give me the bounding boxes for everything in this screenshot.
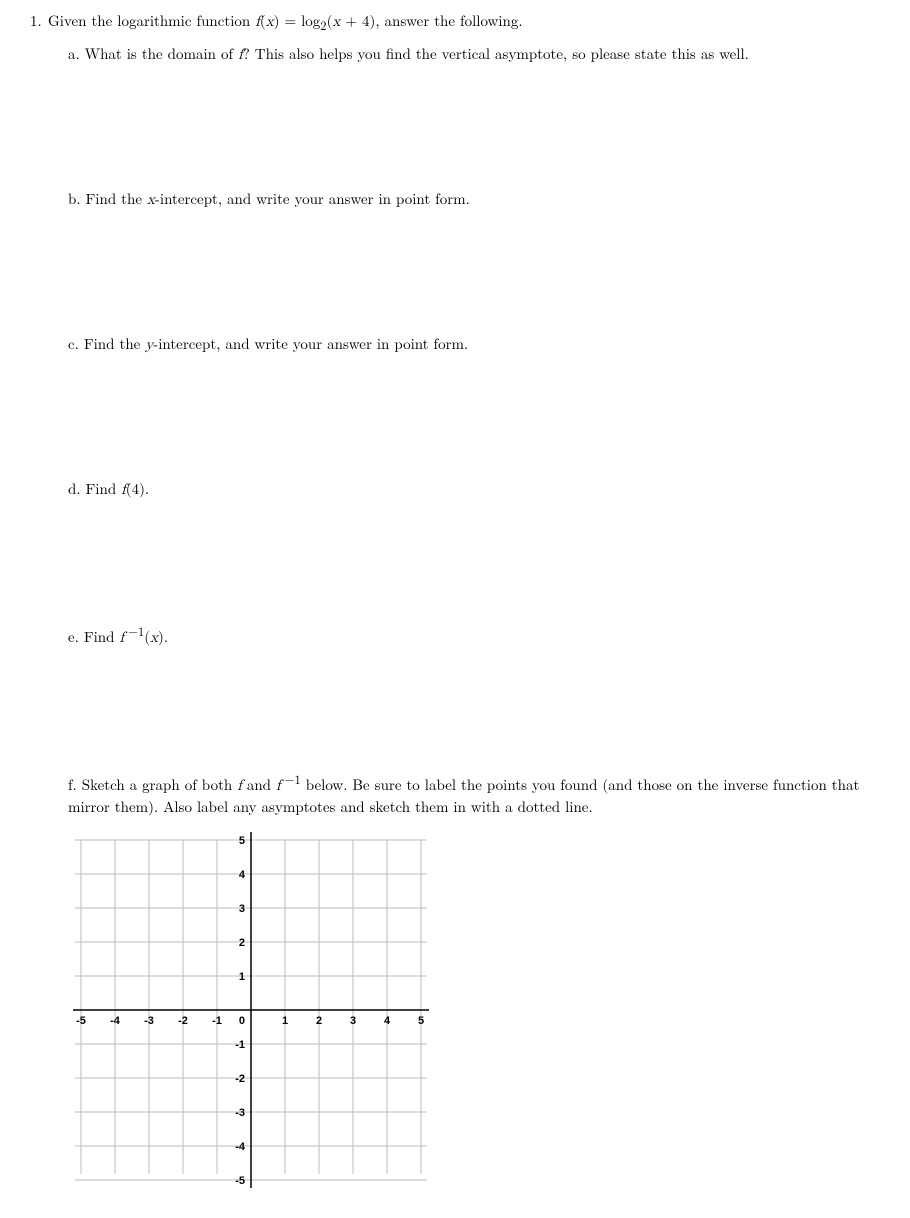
part-e-text: Find	[84, 626, 120, 647]
svg-text:2: 2	[239, 937, 245, 949]
spacer-c	[48, 355, 880, 470]
svg-text:-3: -3	[235, 1107, 245, 1119]
svg-text:1: 1	[239, 971, 245, 983]
part-c-text2: -intercept, and write your answer in poi…	[153, 333, 468, 354]
part-c-text: Find the	[84, 333, 145, 354]
part-a-label: a.	[68, 43, 80, 64]
function-def-eq: ) = log	[274, 10, 321, 31]
problem-intro: Given the logarithmic function	[48, 10, 255, 31]
svg-text:-2: -2	[235, 1073, 245, 1085]
part-c-label: c.	[68, 333, 79, 354]
spacer-d	[48, 500, 880, 615]
function-def-x: x	[266, 14, 274, 29]
spacer-e	[48, 648, 880, 763]
part-e-math-inv: −1	[124, 622, 144, 640]
part-b-math: x	[147, 192, 155, 207]
coordinate-grid: -5 -4 -3 -2 -1 0 1 2 3 4 5 -5 -4 -3 -2 -1 1 2 3 4 5	[73, 832, 429, 1188]
svg-text:3: 3	[350, 1015, 356, 1027]
part-d-math-arg: (4)	[126, 478, 145, 499]
part-f-text: Sketch a graph of both	[82, 774, 237, 795]
part-b-text2: -intercept, and write your answer in poi…	[155, 188, 470, 209]
svg-text:2: 2	[316, 1015, 322, 1027]
part-e-text2: .	[164, 626, 168, 647]
part-e: e. Find f −1(x).	[68, 623, 880, 648]
svg-text:-5: -5	[76, 1015, 86, 1027]
part-d-text: Find	[86, 478, 122, 499]
svg-text:0: 0	[239, 1015, 245, 1027]
part-f: f. Sketch a graph of both f and f −1 bel…	[68, 771, 880, 817]
svg-text:3: 3	[239, 903, 245, 915]
part-b-text: Find the	[86, 188, 147, 209]
svg-text:4: 4	[384, 1015, 391, 1027]
part-b: b. Find the x-intercept, and write your …	[68, 188, 880, 210]
svg-text:-2: -2	[178, 1015, 188, 1027]
part-e-label: e.	[68, 626, 79, 647]
part-d: d. Find f(4).	[68, 478, 880, 500]
graph-container: -5 -4 -3 -2 -1 0 1 2 3 4 5 -5 -4 -3 -2 -1 1 2 3 4 5	[73, 832, 880, 1188]
part-b-label: b.	[68, 188, 81, 209]
svg-text:-1: -1	[235, 1039, 245, 1051]
svg-text:-4: -4	[110, 1015, 121, 1027]
spacer-a	[48, 65, 880, 180]
problem-number: 1.	[30, 10, 42, 31]
part-a: a. What is the domain of f? This also he…	[68, 43, 880, 65]
svg-text:-4: -4	[235, 1141, 246, 1153]
problem-intro-end: , answer the following.	[375, 10, 522, 31]
svg-text:-3: -3	[144, 1015, 154, 1027]
svg-text:1: 1	[282, 1015, 288, 1027]
part-a-text2: ? This also helps you find the vertical …	[243, 43, 749, 64]
part-d-text2: .	[145, 478, 149, 499]
part-c: c. Find the y-intercept, and write your …	[68, 333, 880, 355]
svg-text:5: 5	[418, 1015, 424, 1027]
svg-text:4: 4	[239, 869, 246, 881]
svg-text:5: 5	[239, 835, 245, 847]
part-f-text2: and	[242, 774, 276, 795]
function-def-plus4: + 4)	[340, 10, 375, 31]
problem-1: 1. Given the logarithmic function f(x) =…	[48, 10, 880, 1188]
part-e-math-x: x	[150, 630, 158, 645]
svg-text:-1: -1	[212, 1015, 222, 1027]
svg-text:-5: -5	[235, 1175, 245, 1187]
part-d-label: d.	[68, 478, 81, 499]
part-a-text: What is the domain of	[85, 43, 238, 64]
part-f-math2-inv: −1	[281, 770, 301, 788]
part-f-label: f.	[68, 774, 77, 795]
spacer-b	[48, 210, 880, 325]
